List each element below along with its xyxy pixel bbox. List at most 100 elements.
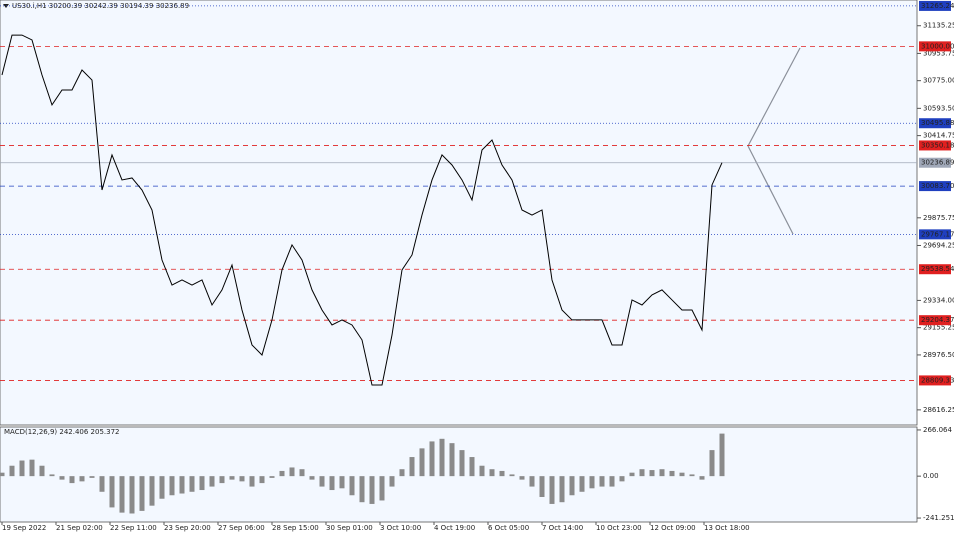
level-label: 28809.33 <box>921 376 954 384</box>
macd-bar <box>599 476 605 487</box>
level-label: 30350.18 <box>921 141 954 149</box>
macd-bar <box>199 476 205 491</box>
macd-bar <box>89 476 95 478</box>
macd-bar <box>29 459 35 477</box>
level-box <box>919 181 951 192</box>
x-tick-label: 22 Sep 11:00 <box>110 524 157 532</box>
macd-bar <box>399 469 405 477</box>
macd-pane <box>0 426 918 523</box>
level-box <box>919 315 951 326</box>
macd-bar <box>639 469 645 477</box>
x-tick-label: 12 Oct 09:00 <box>650 524 696 532</box>
level-box <box>919 375 951 386</box>
y-tick-label: 29334.00 <box>923 296 954 304</box>
macd-bar <box>39 465 45 477</box>
x-tick-label: 23 Sep 20:00 <box>164 524 211 532</box>
x-tick-label: 27 Sep 06:00 <box>218 524 265 532</box>
macd-bar <box>519 476 525 480</box>
macd-bar <box>549 476 555 504</box>
level-label: 31265.24 <box>921 2 954 10</box>
macd-bar <box>359 476 365 503</box>
x-tick-label: 4 Oct 19:00 <box>434 524 475 532</box>
x-tick-label: 10 Oct 23:00 <box>596 524 642 532</box>
macd-bar <box>219 476 225 484</box>
macd-bar <box>99 476 105 492</box>
macd-tick-label: 266.064 <box>923 426 952 434</box>
macd-bar <box>189 476 195 492</box>
macd-bar <box>539 476 545 497</box>
macd-bar <box>709 450 715 477</box>
x-tick-label: 6 Oct 05:00 <box>488 524 529 532</box>
macd-bar <box>179 476 185 494</box>
y-tick-label: 29875.75 <box>923 214 954 222</box>
macd-bar <box>719 433 725 477</box>
level-label: 30495.88 <box>921 119 954 127</box>
level-label: 30083.70 <box>921 182 954 190</box>
x-tick-label: 30 Sep 01:00 <box>326 524 373 532</box>
macd-bar <box>529 476 535 487</box>
macd-bar <box>439 438 445 477</box>
macd-bar <box>459 450 465 477</box>
macd-bar <box>619 476 625 482</box>
macd-bar <box>469 457 475 477</box>
y-tick-label: 31135.25 <box>923 22 954 30</box>
macd-bar <box>329 476 335 491</box>
x-tick-label: 19 Sep 2022 <box>2 524 46 532</box>
macd-tick-label: -241.251 <box>923 514 954 522</box>
macd-bar <box>429 441 435 477</box>
macd-bar <box>19 460 25 477</box>
y-tick-label: 30414.75 <box>923 132 954 140</box>
macd-bar <box>479 465 485 477</box>
macd-bar <box>659 469 665 477</box>
macd-bar <box>129 476 135 514</box>
chart-title: US30.i,H1 30200.39 30242.39 30194.39 302… <box>12 2 189 10</box>
macd-bar <box>449 443 455 477</box>
macd-bar <box>589 476 595 489</box>
x-tick-label: 28 Sep 15:00 <box>272 524 319 532</box>
price-line <box>1 34 723 386</box>
macd-bar <box>119 476 125 513</box>
macd-bar <box>579 476 585 492</box>
macd-bar <box>699 476 705 480</box>
macd-bar <box>139 476 145 511</box>
macd-bar <box>149 476 155 506</box>
macd-bar <box>0 472 5 477</box>
macd-bar <box>349 476 355 496</box>
macd-bar <box>629 472 635 477</box>
level-box <box>919 0 951 11</box>
arrows <box>747 47 801 235</box>
macd-bar <box>9 465 15 477</box>
macd-bar <box>679 472 685 477</box>
level-box <box>919 118 951 129</box>
macd-bar <box>319 476 325 487</box>
macd-title: MACD(12,26,9) 242.406 205.372 <box>4 428 120 436</box>
x-tick-label: 3 Oct 10:00 <box>380 524 421 532</box>
macd-bar <box>49 474 55 477</box>
x-tick-label: 7 Oct 14:00 <box>542 524 583 532</box>
macd-bar <box>229 476 235 480</box>
macd-bar <box>369 476 375 504</box>
level-label: 29538.54 <box>921 265 954 273</box>
macd-bar <box>249 476 255 487</box>
macd-bar <box>419 448 425 477</box>
level-label: 29204.37 <box>921 316 954 324</box>
macd-bar <box>259 476 265 484</box>
macd-bar <box>279 470 285 477</box>
level-box <box>919 157 951 168</box>
arrow-up <box>747 47 801 147</box>
macd-bar <box>239 476 245 482</box>
macd-bar <box>299 469 305 477</box>
level-box <box>919 41 951 52</box>
macd-bar <box>689 474 695 477</box>
macd-bar <box>499 470 505 477</box>
price-pane <box>0 0 918 426</box>
macd-bar <box>379 476 385 501</box>
macd-bar <box>649 470 655 477</box>
macd-bar <box>509 474 515 477</box>
macd-bar <box>269 476 275 478</box>
macd-bar <box>339 476 345 489</box>
macd-bar <box>109 476 115 508</box>
level-box <box>919 229 951 240</box>
macd-bar <box>559 476 565 503</box>
